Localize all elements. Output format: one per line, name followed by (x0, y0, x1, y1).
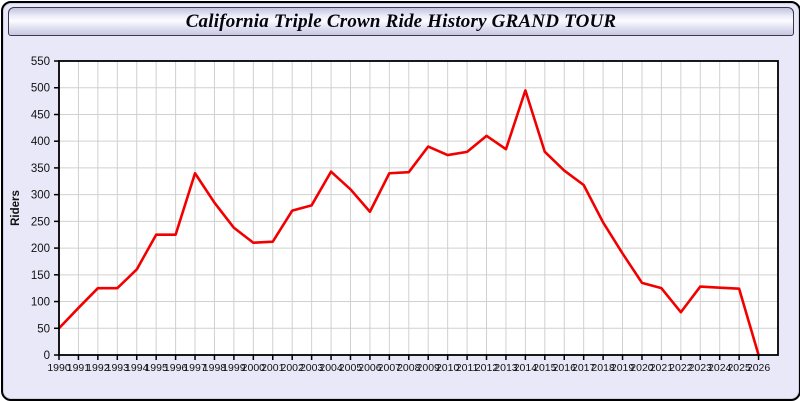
svg-text:2005: 2005 (339, 362, 363, 374)
svg-text:1993: 1993 (106, 362, 130, 374)
svg-text:2017: 2017 (572, 362, 596, 374)
svg-text:2024: 2024 (708, 362, 732, 374)
title-bar: California Triple Crown Ride History GRA… (8, 7, 794, 36)
y-axis-title: Riders (10, 190, 22, 226)
svg-text:2001: 2001 (261, 362, 285, 374)
svg-text:1992: 1992 (86, 362, 110, 374)
svg-text:550: 550 (31, 56, 50, 68)
chart-title: California Triple Crown Ride History GRA… (185, 10, 617, 32)
svg-text:2008: 2008 (397, 362, 421, 374)
svg-text:2010: 2010 (436, 362, 460, 374)
svg-text:1991: 1991 (67, 362, 91, 374)
svg-text:50: 50 (37, 323, 50, 335)
svg-text:2006: 2006 (358, 362, 382, 374)
svg-text:2012: 2012 (475, 362, 499, 374)
svg-text:2015: 2015 (533, 362, 557, 374)
svg-text:2000: 2000 (242, 362, 266, 374)
svg-text:2002: 2002 (281, 362, 305, 374)
svg-text:100: 100 (31, 297, 50, 309)
gridlines (59, 61, 778, 355)
svg-text:1994: 1994 (125, 362, 149, 374)
svg-text:2022: 2022 (669, 362, 693, 374)
x-axis-labels: 1990199119921993199419951996199719981999… (47, 355, 770, 374)
svg-text:2013: 2013 (494, 362, 518, 374)
svg-text:2021: 2021 (650, 362, 674, 374)
svg-text:1999: 1999 (222, 362, 246, 374)
svg-text:2007: 2007 (378, 362, 402, 374)
svg-text:300: 300 (31, 190, 50, 202)
svg-text:1995: 1995 (144, 362, 168, 374)
svg-text:2025: 2025 (727, 362, 751, 374)
svg-text:450: 450 (31, 109, 50, 121)
svg-text:250: 250 (31, 216, 50, 228)
svg-text:2023: 2023 (689, 362, 713, 374)
svg-text:1996: 1996 (164, 362, 188, 374)
svg-text:2016: 2016 (553, 362, 577, 374)
svg-text:2019: 2019 (611, 362, 635, 374)
svg-text:2011: 2011 (456, 362, 479, 374)
y-axis-labels: 0 50 100 150 200 250 300 350 400 450 500 550 (31, 56, 59, 362)
svg-text:2003: 2003 (300, 362, 324, 374)
svg-text:500: 500 (31, 83, 50, 95)
data-line-riders (57, 89, 760, 357)
svg-text:0: 0 (44, 350, 50, 362)
svg-text:2009: 2009 (417, 362, 441, 374)
svg-text:1998: 1998 (203, 362, 227, 374)
svg-text:350: 350 (31, 163, 50, 175)
svg-text:200: 200 (31, 243, 50, 255)
plot-area (59, 61, 778, 355)
svg-text:1997: 1997 (183, 362, 207, 374)
svg-text:2020: 2020 (630, 362, 654, 374)
svg-text:1990: 1990 (47, 362, 71, 374)
svg-text:2026: 2026 (747, 362, 771, 374)
svg-text:400: 400 (31, 136, 50, 148)
svg-text:2018: 2018 (591, 362, 615, 374)
svg-text:2014: 2014 (514, 362, 538, 374)
plot-border (58, 60, 779, 356)
svg-text:2004: 2004 (319, 362, 343, 374)
chart-svg: 0501001502002503003504004505005501990199… (10, 56, 779, 374)
svg-text:150: 150 (31, 270, 50, 282)
